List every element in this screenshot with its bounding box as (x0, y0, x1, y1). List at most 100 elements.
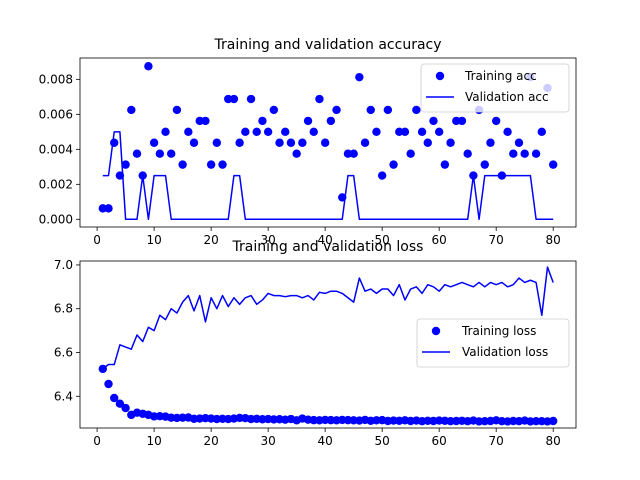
loss-training-point (98, 364, 108, 374)
accuracy-training-point (383, 105, 393, 115)
loss-x-tick-label: 80 (546, 434, 561, 448)
accuracy-training-point (537, 127, 546, 137)
accuracy-training-point (549, 160, 558, 169)
loss-training-point (121, 403, 130, 413)
accuracy-training-point (132, 149, 142, 158)
accuracy-training-point (406, 149, 415, 158)
accuracy-x-tick-label: 80 (546, 233, 561, 247)
accuracy-training-point (497, 171, 507, 180)
loss-x-tick-label: 0 (93, 434, 101, 448)
accuracy-x-tick-label: 20 (203, 233, 218, 247)
accuracy-training-point (298, 138, 307, 147)
accuracy-training-point (218, 160, 227, 169)
accuracy-panel: Training and validation accuracy 0 10 20 30… (39, 37, 577, 247)
accuracy-training-point (286, 138, 296, 147)
accuracy-y-axis: 0.000 0.002 0.004 0.006 0.008 (39, 72, 80, 226)
loss-x-tick-label: 20 (203, 434, 218, 448)
accuracy-y-tick-label: 0.002 (39, 177, 73, 191)
accuracy-x-tick-label: 60 (432, 233, 447, 247)
accuracy-training-point (104, 204, 113, 213)
accuracy-training-point (275, 138, 284, 147)
loss-validation-line (102, 266, 554, 370)
accuracy-x-tick-label: 40 (318, 233, 333, 247)
accuracy-x-axis: 0 10 20 30 40 50 60 70 80 (93, 227, 561, 247)
accuracy-training-point (246, 94, 256, 104)
loss-legend-label-training: Training loss (461, 324, 536, 338)
loss-x-tick-label: 60 (432, 434, 447, 448)
loss-training-point (104, 379, 113, 389)
loss-y-tick-label: 6.6 (54, 345, 73, 359)
loss-y-tick-label: 7.0 (54, 258, 73, 272)
accuracy-training-point (434, 127, 444, 137)
accuracy-training-point (172, 105, 182, 115)
accuracy-validation-line (102, 131, 554, 221)
accuracy-training-point (509, 149, 518, 158)
accuracy-training-point (360, 138, 370, 147)
accuracy-chart-title: Training and validation accuracy (213, 37, 441, 53)
accuracy-training-point (252, 127, 261, 137)
accuracy-training-point (241, 127, 250, 137)
accuracy-training-point (463, 149, 472, 158)
accuracy-training-point (138, 171, 147, 180)
accuracy-training-point (269, 105, 279, 115)
accuracy-training-point (366, 105, 375, 115)
accuracy-training-point (377, 171, 387, 180)
accuracy-training-point (389, 160, 398, 169)
accuracy-y-tick-label: 0.008 (39, 72, 73, 86)
loss-training-point (549, 416, 558, 426)
accuracy-x-tick-label: 70 (489, 233, 504, 247)
accuracy-legend-label-training: Training acc (464, 69, 537, 83)
loss-chart-title: Training and validation loss (232, 239, 424, 255)
accuracy-x-tick-label: 50 (375, 233, 390, 247)
accuracy-training-point (121, 160, 130, 169)
accuracy-training-point (412, 105, 421, 115)
loss-y-axis: 6.4 6.6 6.8 7.0 (54, 258, 80, 403)
accuracy-legend-marker-training (435, 71, 445, 81)
accuracy-training-point (457, 116, 467, 126)
accuracy-training-point (520, 149, 529, 158)
accuracy-training-point (480, 160, 489, 169)
accuracy-training-point (400, 127, 410, 137)
accuracy-training-point (372, 127, 381, 137)
accuracy-training-point (206, 160, 216, 169)
accuracy-training-point (149, 138, 159, 147)
loss-x-tick-label: 50 (375, 434, 390, 448)
accuracy-training-point (446, 138, 455, 147)
accuracy-y-tick-label: 0.004 (39, 142, 73, 156)
accuracy-training-point (281, 127, 290, 137)
loss-panel: 0 10 20 30 40 50 60 70 80 6.4 6.6 6.8 7.0 Training … (54, 239, 577, 448)
accuracy-training-point (503, 127, 512, 137)
accuracy-training-point (491, 116, 501, 126)
loss-axes-frame (79, 260, 577, 429)
accuracy-training-point (531, 149, 541, 158)
loss-training-point (115, 399, 125, 408)
loss-plot-area (98, 266, 558, 426)
accuracy-x-tick-label: 0 (93, 233, 101, 247)
accuracy-y-tick-label: 0.006 (39, 107, 73, 121)
accuracy-training-point (212, 138, 222, 147)
accuracy-legend-label-validation: Validation acc (465, 90, 549, 104)
loss-legend-marker-training (431, 326, 441, 336)
accuracy-plot-area (98, 62, 558, 221)
accuracy-training-point (440, 160, 450, 169)
accuracy-training-point (235, 138, 244, 147)
loss-y-tick-label: 6.8 (54, 302, 73, 316)
accuracy-training-point (309, 127, 318, 137)
accuracy-training-point (423, 138, 432, 147)
accuracy-training-point (161, 127, 170, 137)
accuracy-training-point (229, 94, 239, 104)
accuracy-training-point (189, 138, 199, 147)
accuracy-training-point (127, 105, 136, 115)
accuracy-training-point (320, 138, 330, 147)
loss-y-tick-label: 6.4 (54, 389, 73, 403)
accuracy-training-point (469, 171, 478, 180)
accuracy-training-point (110, 138, 119, 147)
accuracy-training-point (355, 72, 364, 82)
loss-legend-label-validation: Validation loss (462, 345, 548, 359)
loss-x-tick-label: 30 (260, 434, 275, 448)
accuracy-training-point (514, 138, 524, 147)
loss-x-tick-label: 40 (318, 434, 333, 448)
accuracy-x-tick-label: 10 (146, 233, 161, 247)
loss-legend: Training loss Validation loss (416, 318, 570, 368)
